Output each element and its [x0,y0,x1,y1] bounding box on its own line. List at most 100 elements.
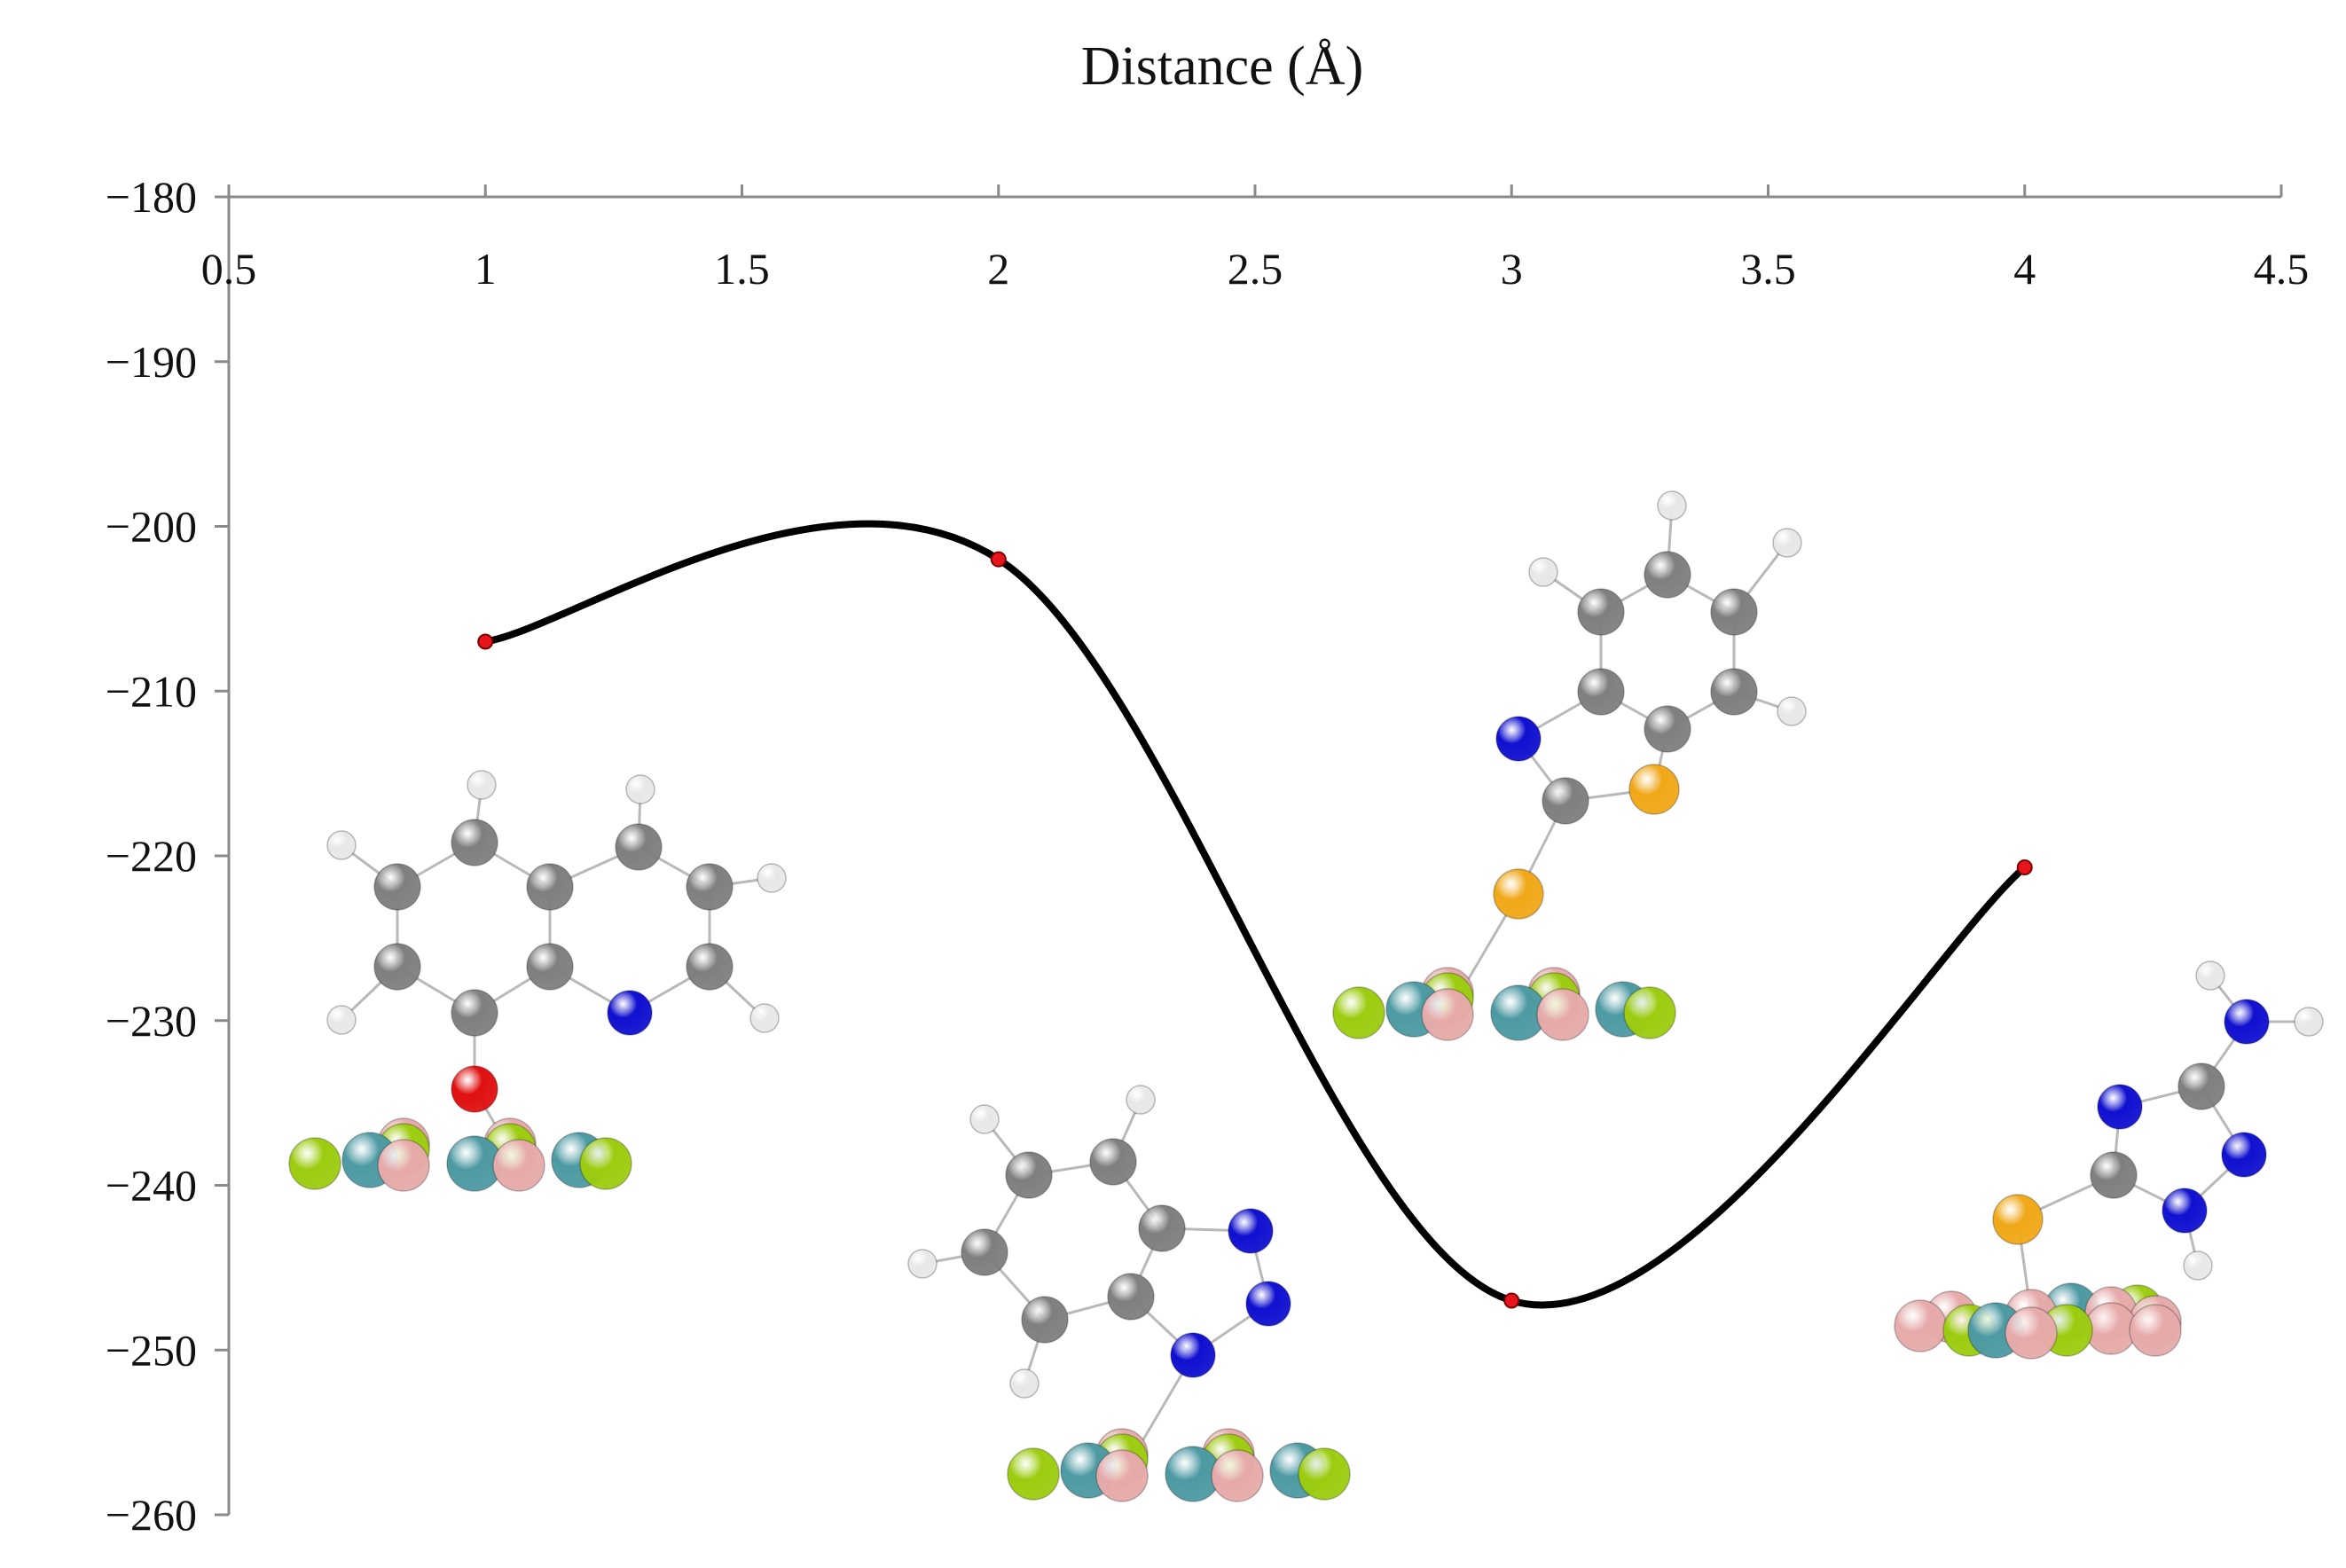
atom [1126,1085,1156,1115]
energy-curve [482,520,2028,1309]
atom [451,989,498,1037]
x-tick-label: 1.5 [714,244,770,294]
atom [1245,1281,1291,1327]
axes: 0.5 1 1.5 2 2.5 3 3.5 4 4.5 −180 −190 −200 −210 −220 −… [106,172,2309,1540]
molecule-benzotriazole [907,1085,1351,1502]
atom [961,1228,1008,1276]
atom [492,1139,545,1192]
atom [1021,1296,1069,1344]
atom [1089,1138,1137,1186]
atom [373,863,421,911]
x-tick-label: 3 [1501,244,1523,294]
atom [2005,1306,2058,1360]
atom [1421,988,1474,1041]
atom [451,1065,498,1113]
atom [1772,528,1802,558]
atom [326,830,357,860]
atom [526,863,574,911]
y-tick-label: −240 [106,1161,197,1211]
atom [1710,588,1758,636]
atom [2195,960,2225,991]
atom [1495,716,1542,762]
atom [1577,588,1625,636]
data-point [2016,859,2033,876]
atom [326,1005,357,1035]
atom [1009,1368,1040,1399]
atom [1107,1273,1155,1321]
atom [2177,1062,2225,1110]
y-tick-label: −200 [106,502,197,552]
atom [1542,777,1589,825]
data-point [477,633,494,650]
atom [1710,668,1758,716]
atom [2097,1084,2143,1130]
x-axis-title: Distance (Å) [1081,36,1363,97]
atom [526,943,574,991]
plot-area [477,520,2033,1309]
x-tick-label: 3.5 [1740,244,1796,294]
atom [2129,1304,2182,1357]
atom [2224,999,2270,1045]
y-tick-label: −230 [106,996,197,1046]
atom [1644,705,1691,753]
y-tick-label: −210 [106,666,197,716]
atom [686,863,734,911]
atom [607,990,653,1036]
atom [1623,986,1676,1039]
atom [467,770,497,800]
x-tick-label: 4.5 [2254,244,2310,294]
atom [377,1139,430,1192]
atom [1298,1447,1351,1501]
x-tick-label: 0.5 [201,244,257,294]
atom [2090,1151,2138,1199]
atom [1170,1332,1216,1378]
atom [2183,1250,2213,1281]
atom [1095,1449,1149,1502]
atom [579,1137,632,1190]
atom [451,819,498,866]
molecule-aminotriazole-thiol [1894,960,2324,1360]
atom [2221,1132,2267,1178]
atom [686,943,734,991]
molecule-mercaptobenzothiazole [1332,490,1807,1041]
atom [1493,868,1544,920]
atom [749,1003,780,1033]
atom [373,943,421,991]
atom [969,1104,1000,1134]
molecule-illustrations [288,490,2324,1502]
atom [1992,1194,2044,1245]
data-point [990,551,1007,568]
data-point [1503,1292,1520,1309]
atom [1536,988,1589,1041]
x-tick-label: 2.5 [1228,244,1283,294]
atom [1228,1208,1274,1254]
x-tick-label: 2 [987,244,1009,294]
molecule-8-hydroxyquinoline [288,770,787,1192]
y-tick-label: −220 [106,831,197,881]
atom [1007,1447,1060,1501]
y-tick-label: −260 [106,1490,197,1540]
atom [1628,764,1680,815]
atom [1894,1299,1947,1352]
atom [2084,1302,2138,1355]
y-tick-label: −250 [106,1325,197,1375]
atom [2162,1188,2208,1234]
x-tick-label: 4 [2013,244,2036,294]
x-tick-label: 1 [475,244,497,294]
atom [757,863,787,893]
atom [907,1249,938,1279]
atom [1528,557,1558,587]
atom [1332,986,1385,1039]
atom [2294,1007,2324,1037]
atom [615,823,663,871]
atom [1005,1151,1053,1199]
atom [1644,551,1691,599]
atom [1657,490,1687,521]
atom [1777,696,1807,726]
atom [1211,1449,1264,1502]
atom [1138,1204,1186,1252]
atom [288,1137,341,1190]
atom [625,774,655,804]
